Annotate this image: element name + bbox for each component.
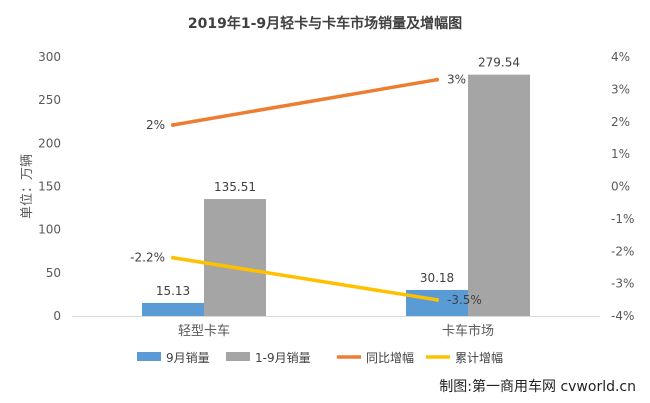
- legend-swatch: [226, 352, 250, 361]
- bar-value-label: 15.13: [156, 284, 190, 298]
- legend-label: 累计增幅: [455, 350, 503, 365]
- line-point: [435, 297, 439, 302]
- y-right-tick-label: 1%: [611, 147, 630, 161]
- category-label: 轻型卡车: [178, 323, 230, 339]
- bar-value-label: 30.18: [420, 271, 454, 285]
- y-right-tick-label: 0%: [611, 180, 630, 194]
- y-left-tick-label: 50: [46, 266, 61, 280]
- y-left-tick-label: 300: [38, 50, 61, 64]
- line-point: [171, 255, 175, 260]
- legend-label: 1-9月销量: [255, 351, 311, 365]
- category-label: 卡车市场: [442, 323, 494, 339]
- bar: [406, 289, 468, 316]
- y-left-tick-label: 250: [38, 93, 61, 107]
- line-point: [435, 77, 439, 82]
- legend-label: 9月销量: [166, 351, 210, 365]
- y-right-tick-label: -4%: [611, 309, 634, 323]
- legend-label: 同比增幅: [366, 350, 414, 365]
- bar-value-label: 135.51: [214, 180, 256, 194]
- y-right-tick-label: -2%: [611, 244, 634, 258]
- series-line: [171, 255, 439, 302]
- line-value-label: -3.5%: [447, 293, 482, 307]
- line-value-label: -2.2%: [130, 251, 165, 265]
- watermark: 制图:第一商用车网 cvworld.cn: [439, 379, 636, 395]
- series-line: [171, 77, 439, 127]
- bar: [204, 199, 266, 316]
- bar-value-label: 279.54: [478, 56, 520, 70]
- chart-title: 2019年1-9月轻卡与卡车市场销量及增幅图: [188, 15, 462, 32]
- y-left-tick-label: 0: [53, 309, 61, 323]
- y-left-tick-label: 100: [38, 223, 61, 237]
- y-right-tick-label: -3%: [611, 277, 634, 291]
- y-left-tick-label: 150: [38, 180, 61, 194]
- y-left-tick-label: 200: [38, 136, 61, 150]
- y-right-tick-label: 3%: [611, 82, 630, 96]
- y-right-tick-label: -1%: [611, 212, 634, 226]
- line-point: [171, 122, 175, 127]
- y-axis-title: 单位：万辆: [20, 154, 35, 219]
- y-right-tick-label: 2%: [611, 115, 630, 129]
- bar: [468, 74, 530, 316]
- line-value-label: 2%: [146, 118, 165, 132]
- line-value-label: 3%: [447, 73, 466, 87]
- legend-swatch: [137, 352, 161, 361]
- bar: [142, 302, 204, 316]
- y-right-tick-label: 4%: [611, 50, 630, 64]
